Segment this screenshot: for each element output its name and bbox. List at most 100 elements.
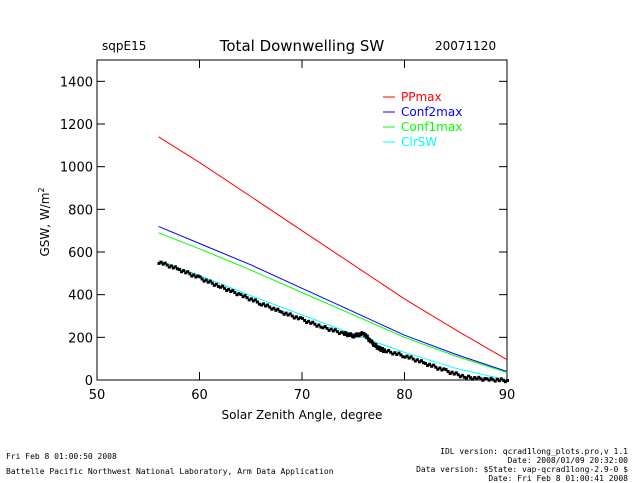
observed-point [186,270,190,274]
observed-point [327,328,331,332]
observed-point [419,359,423,363]
footer-data-version: Data version: $State: vap-qcrad1long-2.9… [416,465,628,474]
y-axis-label-superscript: 2 [37,187,46,192]
observed-point [348,334,352,337]
observed-point [376,345,380,349]
observed-point [165,263,169,267]
observed-point [368,338,372,342]
observed-point [257,302,261,306]
observed-point [282,312,286,316]
observed-point [284,311,288,315]
observed-point [216,284,220,288]
observed-point [489,376,493,380]
observed-point [421,361,425,365]
observed-point [294,315,298,319]
observed-point [274,308,278,312]
observed-point [175,267,179,271]
observed-point [167,265,171,269]
observed-point [409,355,413,359]
observed-point [180,270,184,274]
observed-point [331,329,335,333]
observed-point [280,310,284,314]
observed-points [157,260,509,384]
x-tick-label: 60 [191,388,208,403]
site-label: sqpE15 [102,39,146,53]
observed-point [200,277,204,281]
observed-point [503,380,507,384]
series-line-clrsw [158,260,508,381]
observed-point [251,299,255,303]
footer-data-date: Date: Fri Feb 8 01:00:41 2008 [488,474,628,483]
observed-point [417,360,421,364]
observed-point [343,332,346,336]
observed-point [208,279,212,283]
observed-point [497,379,501,383]
observed-point [317,323,321,327]
observed-point [204,278,208,282]
observed-point [278,309,282,313]
observed-point [323,325,327,328]
legend-label-conf1max: Conf1max [401,120,462,134]
observed-point [241,295,245,299]
observed-point [487,378,491,382]
observed-point [391,352,395,356]
observed-point [450,370,454,374]
observed-point [385,350,389,354]
observed-point [210,281,214,285]
observed-point [206,280,210,284]
observed-point [196,274,200,278]
series-line-ppmax [158,136,508,361]
observed-point [387,348,391,352]
y-tick-label: 0 [85,374,93,389]
observed-point [231,289,235,292]
legend-label-ppmax: PPmax [401,90,442,104]
observed-point [346,334,350,338]
observed-point [247,298,251,302]
observed-point [178,268,181,272]
observed-point [403,355,407,359]
observed-point [329,327,333,331]
y-tick-label: 600 [68,246,93,261]
observed-point [194,275,198,279]
observed-point [163,261,167,265]
observed-point [383,348,386,352]
observed-point [276,307,280,311]
footer-date-left: Fri Feb 8 01:00:50 2008 [6,452,117,461]
observed-point [184,271,188,275]
x-tick-label: 90 [499,388,516,403]
observed-point [501,378,505,382]
x-tick-label: 50 [89,388,106,403]
series-group [158,136,508,381]
observed-point [352,335,356,339]
observed-point [264,304,268,308]
observed-point [506,379,509,382]
observed-point [262,302,266,306]
observed-point [270,307,274,311]
observed-point [266,303,270,307]
observed-point [253,298,257,302]
series-line-conf1max [158,232,508,373]
observed-point [434,365,438,369]
observed-point [357,334,361,338]
observed-point [452,372,456,376]
observed-point [182,269,186,273]
observed-point [239,293,243,296]
observed-point [415,358,419,362]
observed-point [288,312,292,316]
y-tick-label: 1200 [60,118,93,133]
observed-point [313,322,317,326]
observed-point [290,314,294,318]
y-tick-label: 1400 [60,75,93,90]
axis-ticks: 50 60 70 80 90 0 200 400 600 800 1000 1200 1400 [60,60,515,403]
observed-point [426,364,430,367]
observed-point [428,362,432,366]
observed-point [362,332,366,336]
observed-point [260,303,263,307]
observed-point [171,266,175,270]
chart-title: Total Downwelling SW [219,37,385,55]
observed-point [370,340,374,344]
observed-point [319,325,323,329]
y-tick-label: 1000 [60,161,93,176]
